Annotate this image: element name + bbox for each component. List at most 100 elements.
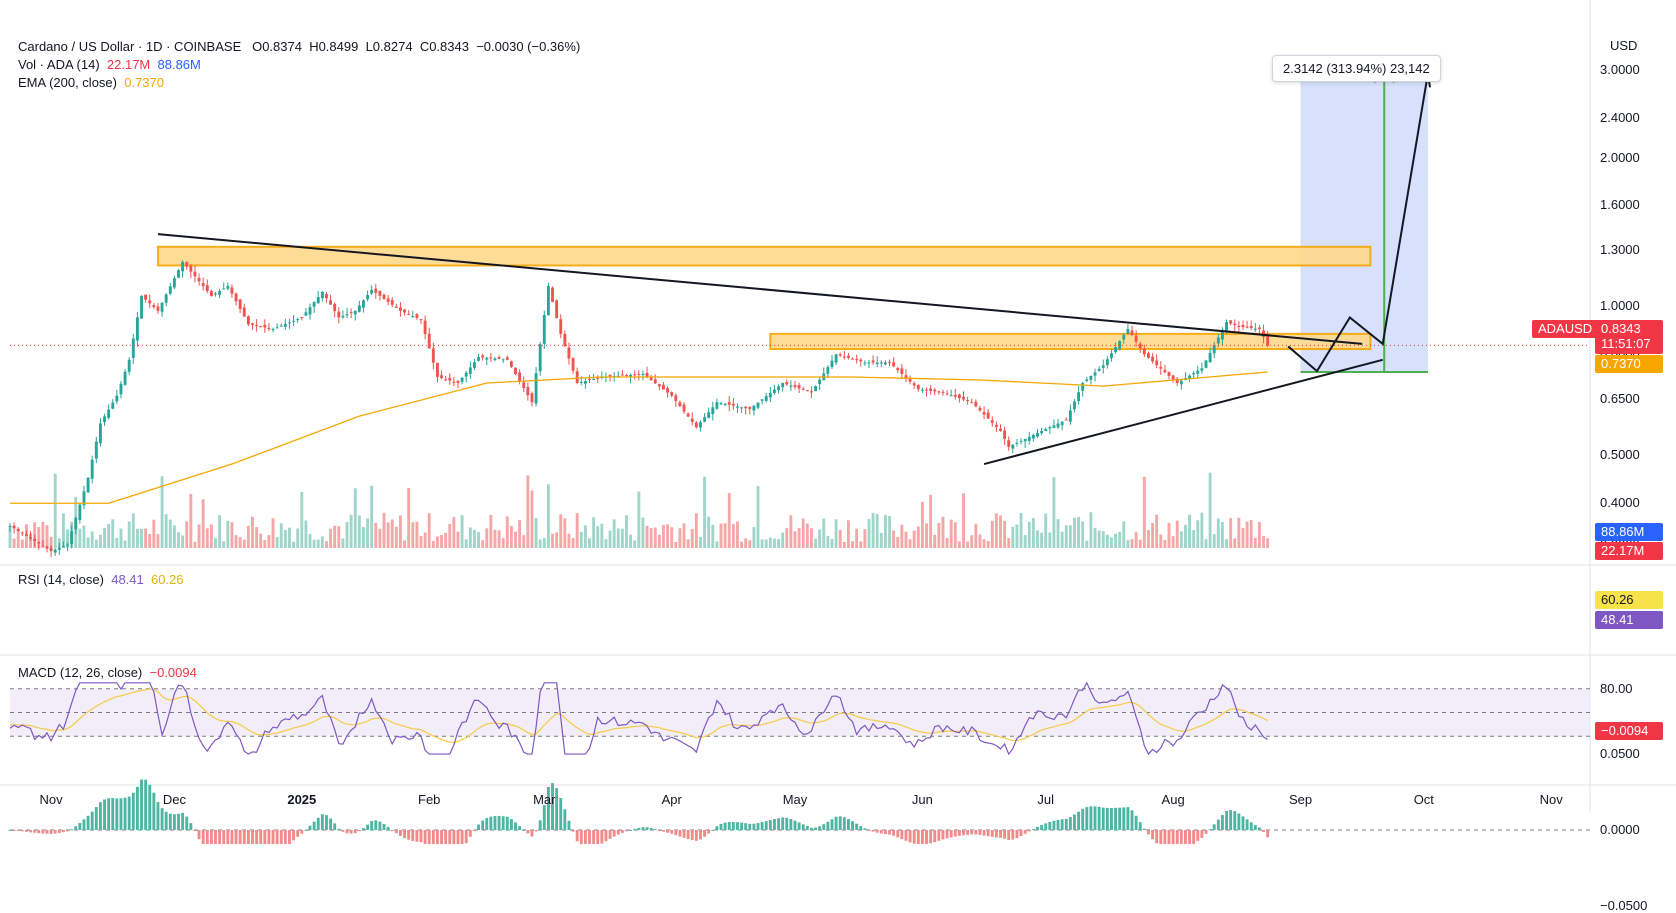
- volume-bar: [1216, 518, 1220, 548]
- candle-body: [267, 327, 271, 329]
- volume-bar: [325, 541, 328, 548]
- volume-bar: [629, 534, 633, 548]
- macd-hist-bar: [251, 830, 254, 844]
- volume-bar: [275, 537, 279, 548]
- ema-legend: EMA (200, close) 0.7370: [18, 74, 164, 92]
- macd-hist-bar: [1212, 824, 1216, 830]
- macd-hist-bar: [1204, 830, 1208, 834]
- candle-body: [485, 357, 489, 360]
- candle-body: [674, 395, 678, 401]
- candle-body: [633, 374, 637, 376]
- volume-bar: [66, 529, 69, 548]
- candle-body: [1142, 348, 1146, 355]
- macd-hist-bar: [1192, 830, 1196, 844]
- candle-body: [1175, 378, 1179, 384]
- candle-body: [1044, 429, 1048, 432]
- volume-bar: [25, 524, 28, 548]
- candle-body: [394, 306, 398, 308]
- candle-body: [1007, 440, 1011, 447]
- macd-hist-bar: [612, 830, 616, 837]
- macd-hist-bar: [160, 808, 164, 830]
- candle-body: [1249, 326, 1253, 329]
- volume-bar: [1048, 532, 1052, 548]
- candle-body: [119, 383, 123, 395]
- candle-body: [370, 289, 374, 294]
- candle-body: [1266, 335, 1270, 346]
- candle-body: [78, 504, 82, 520]
- volume-bar: [509, 525, 513, 548]
- volume-bar: [403, 540, 406, 548]
- macd-hist-bar: [1036, 826, 1039, 830]
- candle-body: [419, 319, 423, 321]
- volume-bar: [546, 484, 550, 548]
- macd-hist-bar: [1126, 807, 1130, 830]
- candle-body: [736, 406, 739, 408]
- candle-body: [164, 294, 168, 303]
- candle-body: [386, 298, 390, 302]
- candle-body: [329, 300, 333, 305]
- candle-body: [94, 441, 98, 459]
- candle-body: [978, 407, 982, 411]
- macd-hist-bar: [941, 830, 945, 840]
- volume-bar: [1159, 534, 1163, 548]
- candle-body: [123, 371, 127, 385]
- macd-hist-bar: [460, 830, 464, 844]
- candle-body: [82, 491, 86, 506]
- volume-bar: [1114, 533, 1118, 548]
- macd-hist-bar: [863, 828, 867, 830]
- macd-hist-bar: [1085, 807, 1089, 830]
- volume-bar: [160, 476, 164, 548]
- macd-hist-bar: [267, 830, 271, 844]
- macd-hist-bar: [1249, 822, 1253, 830]
- macd-hist-bar: [871, 830, 875, 832]
- candle-body: [690, 418, 694, 422]
- candle-body: [283, 324, 287, 327]
- candle-body: [711, 407, 715, 415]
- volume-bar: [255, 527, 259, 548]
- macd-hist-bar: [1048, 821, 1052, 830]
- volume-bar: [1068, 525, 1072, 548]
- macd-hist-bar: [1163, 830, 1167, 844]
- volume-bar: [304, 520, 308, 548]
- candle-body: [1031, 434, 1035, 439]
- symbol-title: Cardano / US Dollar · 1D · COINBASE: [18, 39, 242, 54]
- macd-hist-bar: [908, 830, 912, 843]
- candle-body: [411, 316, 415, 318]
- volume-bar: [826, 535, 830, 548]
- macd-hist-bar: [472, 830, 476, 831]
- rsi-ma-tag: 60.26: [1595, 591, 1663, 609]
- volume-bar: [370, 485, 374, 548]
- price-axis-tick: 0.4000: [1600, 495, 1640, 511]
- macd-hist-bar: [509, 819, 513, 830]
- volume-bar: [830, 538, 834, 548]
- candle-body: [1081, 383, 1085, 391]
- macd-hist-bar: [916, 830, 920, 844]
- candle-body: [378, 290, 382, 296]
- candle-body: [1089, 375, 1093, 380]
- candle-body: [505, 357, 509, 360]
- volume-bar: [912, 530, 916, 548]
- macd-hist-bar: [29, 830, 32, 833]
- candle-body: [103, 416, 106, 423]
- macd-hist-bar: [522, 829, 526, 831]
- price-chart[interactable]: [0, 0, 1676, 844]
- candle-body: [115, 395, 119, 402]
- volume-bar: [411, 522, 415, 548]
- candle-body: [703, 417, 707, 422]
- volume-bar: [1200, 512, 1204, 548]
- ema-label: EMA (200, close): [18, 75, 117, 90]
- volume-bar: [904, 531, 908, 548]
- volume-bar: [538, 539, 542, 548]
- volume-bar: [1093, 527, 1097, 548]
- vol-tag: 22.17M: [1595, 542, 1663, 560]
- volume-bar: [214, 538, 217, 548]
- macd-hist-bar: [242, 830, 246, 844]
- time-axis-tick: Nov: [1539, 792, 1563, 807]
- candle-body: [920, 389, 924, 391]
- macd-axis-tick: 0.0500: [1600, 746, 1640, 762]
- rsi-ma-legend-value: 60.26: [151, 572, 184, 587]
- volume-bar: [1023, 535, 1027, 548]
- macd-hist-bar: [238, 830, 242, 844]
- macd-hist-bar: [1245, 819, 1249, 830]
- macd-hist-bar: [514, 822, 517, 830]
